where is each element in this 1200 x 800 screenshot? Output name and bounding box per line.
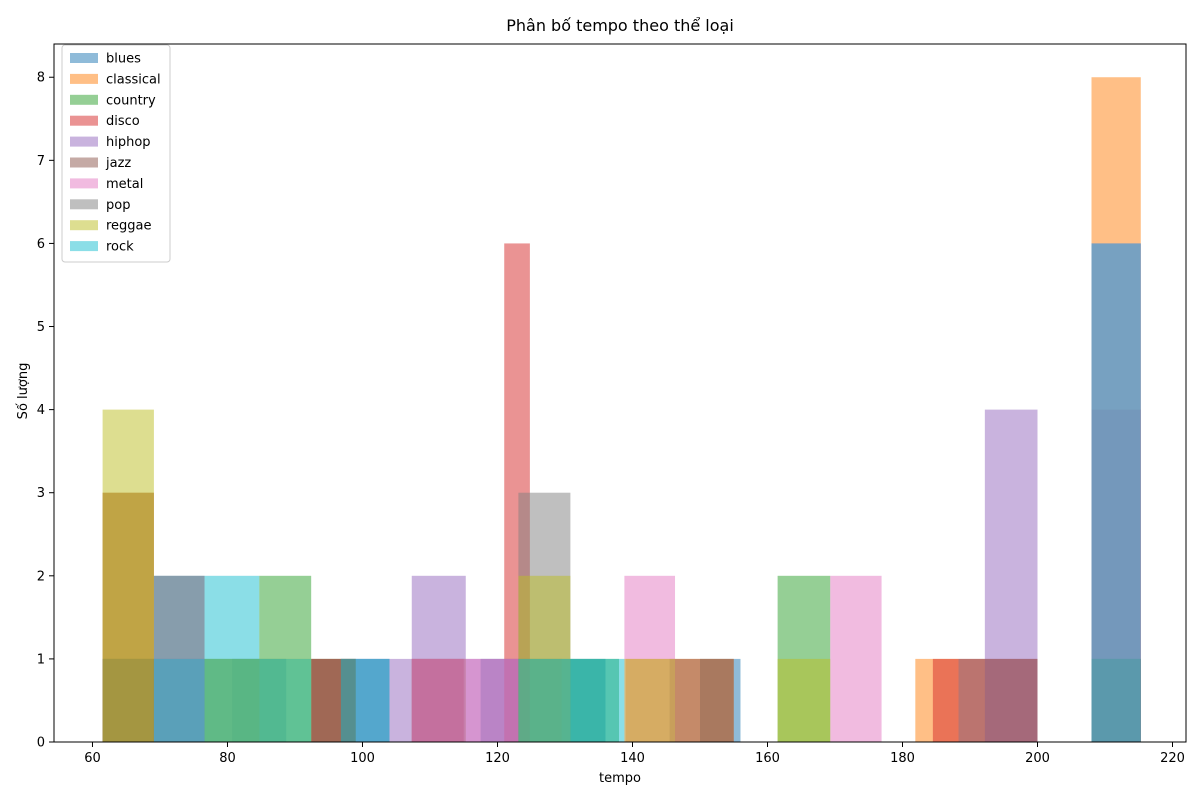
bar-rock — [518, 658, 571, 742]
x-tick-label: 140 — [620, 751, 645, 766]
legend-swatch-rock — [70, 241, 98, 252]
bar-rock — [570, 658, 625, 742]
legend-label-reggae: reggae — [106, 219, 152, 234]
y-tick-label: 0 — [37, 736, 45, 751]
y-tick-label: 8 — [37, 71, 45, 86]
y-tick-label: 1 — [37, 652, 45, 667]
y-axis-label: Số lượng — [16, 363, 31, 420]
legend-swatch-classical — [70, 73, 98, 84]
bar-reggae — [102, 409, 154, 742]
bar-metal — [465, 658, 519, 742]
chart-title: Phân bố tempo theo thể loại — [506, 16, 734, 35]
legend-label-disco: disco — [106, 114, 140, 129]
bar-rock — [340, 658, 390, 742]
bar-metal — [411, 658, 466, 742]
y-tick-label: 6 — [37, 237, 45, 252]
x-tick-label: 200 — [1025, 751, 1050, 766]
x-axis-label: tempo — [599, 771, 641, 786]
bar-jazz — [669, 658, 734, 742]
bar-rock — [153, 658, 205, 742]
legend-label-hiphop: hiphop — [106, 135, 151, 150]
legend-swatch-metal — [70, 178, 98, 189]
legend-label-classical: classical — [106, 72, 161, 87]
legend-swatch-disco — [70, 115, 98, 126]
bar-metal — [830, 575, 882, 742]
bar-jazz — [958, 658, 1038, 742]
y-tick-label: 4 — [37, 403, 45, 418]
y-tick-label: 7 — [37, 154, 45, 169]
legend-swatch-hiphop — [70, 136, 98, 147]
legend-swatch-blues — [70, 53, 98, 63]
x-tick-label: 60 — [84, 751, 101, 766]
y-tick-label: 2 — [37, 569, 45, 584]
x-tick-label: 100 — [350, 751, 375, 766]
bars-layer — [102, 77, 1141, 743]
legend-swatch-jazz — [70, 157, 98, 168]
x-tick-label: 160 — [755, 751, 780, 766]
legend-label-rock: rock — [106, 240, 134, 255]
legend-swatch-reggae — [70, 220, 98, 231]
bar-reggae — [624, 658, 676, 742]
x-tick-label: 80 — [219, 751, 236, 766]
series-rock — [153, 243, 1141, 742]
x-tick-label: 120 — [485, 751, 510, 766]
legend: blues classical country disco hiphop jazz meta… — [61, 44, 171, 263]
legend-label-pop: pop — [106, 198, 130, 213]
axes-frame — [53, 43, 1187, 743]
y-tick-label: 3 — [37, 486, 45, 501]
y-axis-ticks: 0 1 2 3 4 5 6 7 8 — [37, 71, 54, 751]
legend-label-jazz: jazz — [105, 156, 131, 171]
bar-reggae — [777, 658, 831, 742]
legend-label-blues: blues — [106, 52, 141, 67]
x-tick-label: 180 — [890, 751, 915, 766]
y-tick-label: 5 — [37, 320, 45, 335]
legend-label-country: country — [106, 93, 156, 108]
bar-rock — [259, 658, 312, 742]
x-axis-ticks: 60 80 100 120 140 160 180 200 220 — [84, 742, 1185, 766]
bar-rock — [204, 575, 260, 742]
legend-swatch-country — [70, 94, 98, 105]
plot-border — [53, 43, 1187, 743]
legend-label-metal: metal — [106, 177, 143, 192]
legend-swatch-pop — [70, 199, 98, 210]
bar-rock — [1091, 243, 1141, 742]
x-tick-label: 220 — [1160, 751, 1185, 766]
